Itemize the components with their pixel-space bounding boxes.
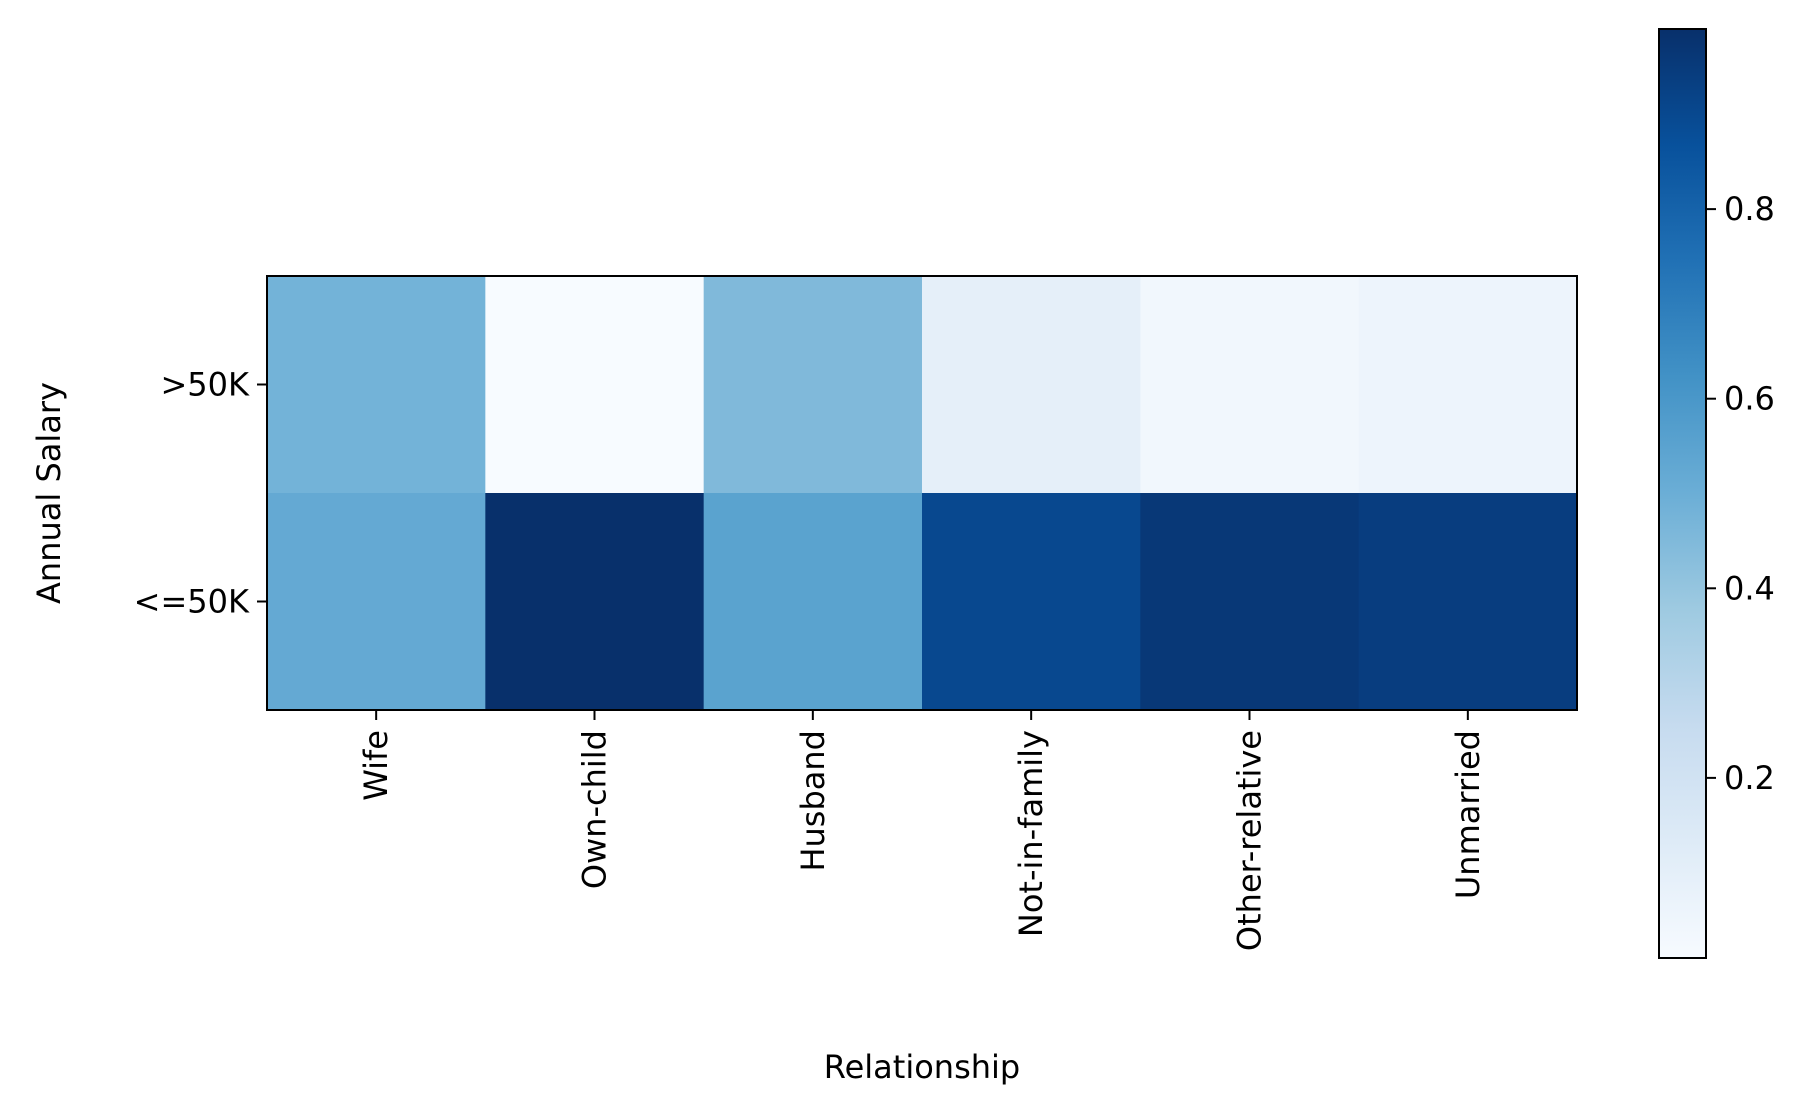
heatmap-cell xyxy=(1358,493,1578,711)
heatmap-cell xyxy=(703,276,923,494)
x-tick-label: Other-relative xyxy=(1231,730,1269,951)
heatmap-cell xyxy=(922,493,1141,711)
heatmap-cell xyxy=(1140,493,1360,711)
colorbar xyxy=(1658,28,1707,959)
colorbar-tick-label: 0.8 xyxy=(1724,190,1775,228)
heatmap-cell xyxy=(922,276,1141,494)
colorbar-tick-label: 0.4 xyxy=(1724,569,1775,607)
x-axis-label: Relationship xyxy=(824,1048,1020,1086)
y-tick-label: >50K xyxy=(160,366,250,404)
x-tick-label: Unmarried xyxy=(1449,730,1487,899)
heatmap-cell xyxy=(485,276,705,494)
colorbar-tick-label: 0.2 xyxy=(1724,759,1775,797)
y-tick-label: <=50K xyxy=(134,583,250,621)
x-tick-label: Own-child xyxy=(576,730,614,889)
heatmap-cell xyxy=(267,493,486,711)
x-tick-label: Not-in-family xyxy=(1012,730,1050,937)
colorbar-ticks: 0.2 0.4 0.6 0.8 xyxy=(1706,190,1775,797)
heatmap-cell xyxy=(1140,276,1360,494)
heatmap-cells xyxy=(267,276,1578,711)
y-axis-ticks: >50K <=50K xyxy=(134,366,267,621)
x-tick-label: Husband xyxy=(794,730,832,872)
colorbar-tick-label: 0.6 xyxy=(1724,380,1775,418)
heatmap-cell xyxy=(703,493,923,711)
y-axis-label: Annual Salary xyxy=(30,382,68,604)
heatmap-cell xyxy=(267,276,486,494)
heatmap-cell xyxy=(1358,276,1578,494)
x-tick-label: Wife xyxy=(357,730,395,801)
x-axis-ticks: Wife Own-child Husband Not-in-family Other-r… xyxy=(357,710,1487,951)
plot-frame xyxy=(266,275,1578,711)
heatmap-cell xyxy=(485,493,705,711)
